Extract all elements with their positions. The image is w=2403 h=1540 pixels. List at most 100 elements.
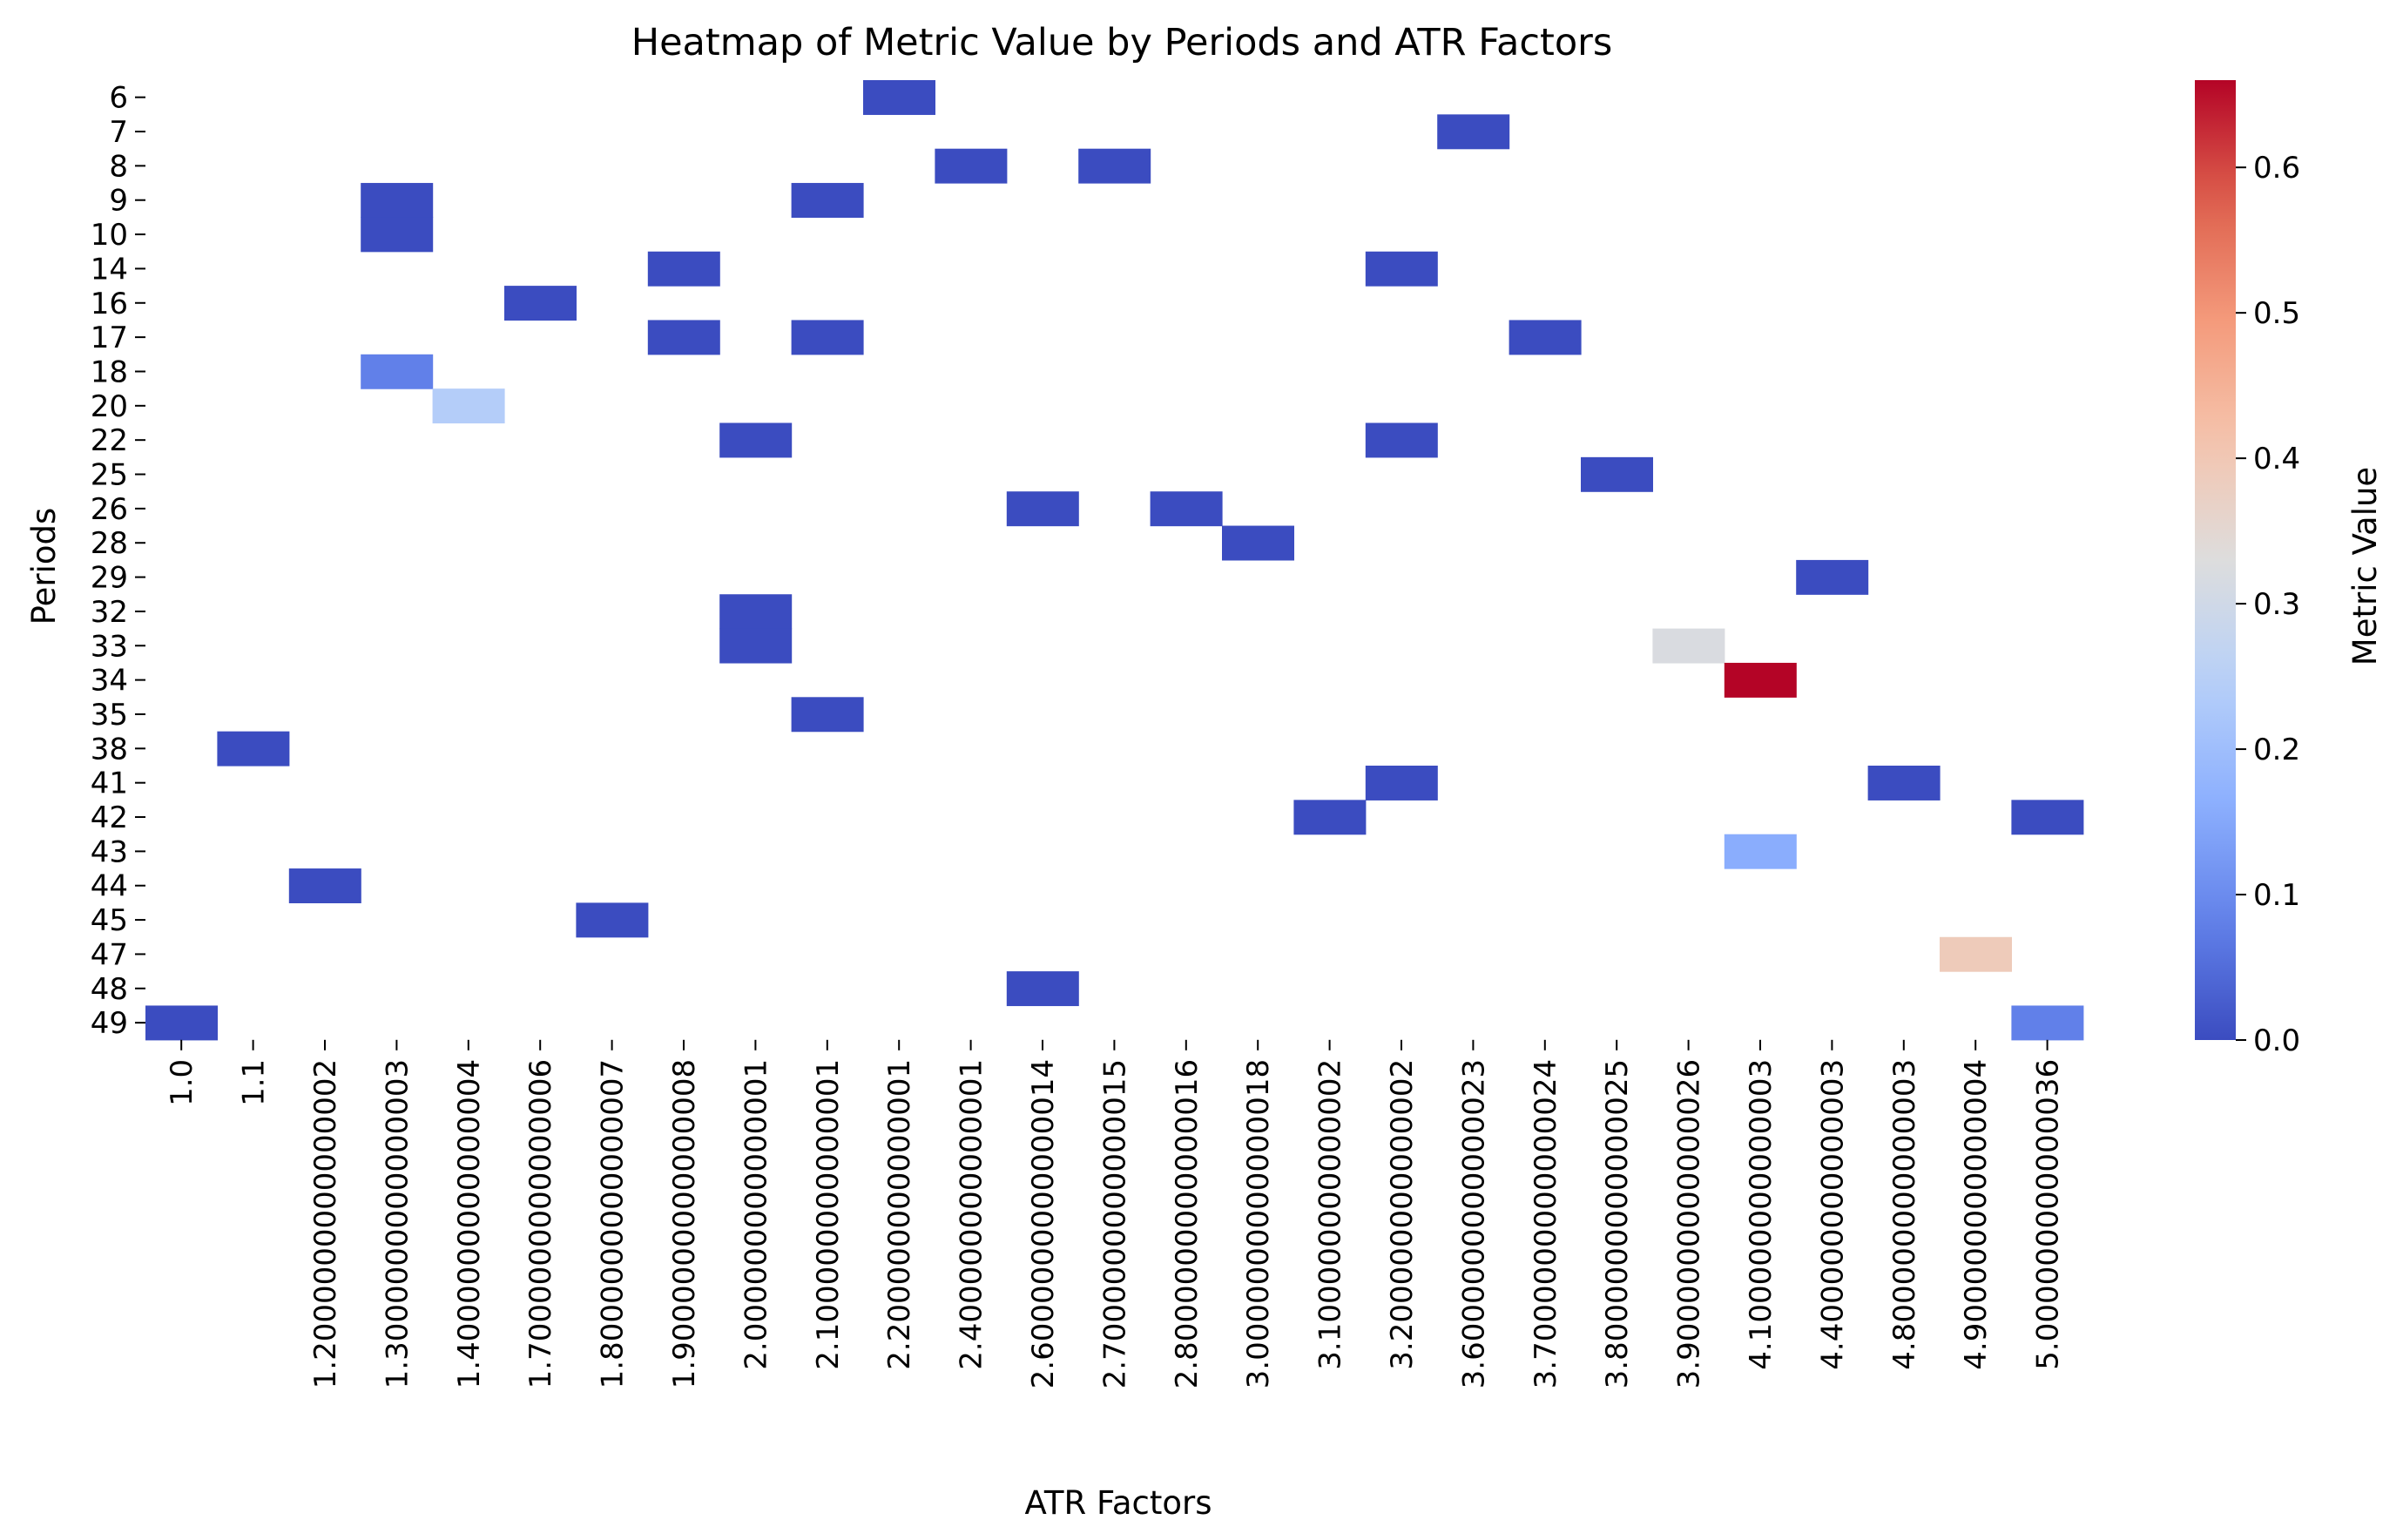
y-tick-label: 48 bbox=[91, 972, 128, 1007]
y-tick-label: 26 bbox=[91, 492, 128, 527]
heatmap-cell bbox=[1365, 766, 1438, 800]
colorbar-tick-label: 0.0 bbox=[2253, 1023, 2300, 1058]
x-axis-label: ATR Factors bbox=[1024, 1484, 1212, 1522]
y-axis-label: Periods bbox=[25, 508, 63, 625]
heatmap-cell bbox=[719, 594, 793, 630]
heatmap-cell bbox=[791, 320, 864, 355]
x-tick-label: 2.200000000000001 bbox=[882, 1059, 917, 1370]
y-tick-label: 43 bbox=[91, 834, 128, 869]
heatmap-cell bbox=[1365, 422, 1438, 458]
x-tick-label: 4.800000000000003 bbox=[1887, 1059, 1922, 1370]
y-tick-label: 8 bbox=[109, 149, 128, 184]
heatmap-cell bbox=[1867, 766, 1941, 800]
y-tick-label: 20 bbox=[91, 389, 128, 424]
x-tick-label: 4.400000000000003 bbox=[1815, 1059, 1850, 1370]
y-tick-label: 22 bbox=[91, 423, 128, 458]
y-tick-label: 33 bbox=[91, 629, 128, 664]
x-tick-label: 3.0000000000000018 bbox=[1241, 1059, 1276, 1389]
y-tick-label: 44 bbox=[91, 869, 128, 904]
heatmap-cell bbox=[1796, 559, 1869, 595]
y-tick-label: 10 bbox=[91, 218, 128, 253]
heatmap-cell bbox=[719, 422, 793, 458]
y-tick-label: 32 bbox=[91, 595, 128, 630]
heatmap-cell bbox=[361, 354, 434, 389]
y-tick-label: 47 bbox=[91, 937, 128, 972]
x-tick-label: 1.1 bbox=[237, 1059, 272, 1106]
heatmap-cell bbox=[1724, 834, 1797, 869]
colorbar-tick-label: 0.4 bbox=[2253, 442, 2300, 476]
colorbar-gradient bbox=[2195, 80, 2236, 1040]
y-tick-label: 25 bbox=[91, 458, 128, 493]
y-tick-label: 42 bbox=[91, 800, 128, 835]
colorbar-tick-label: 0.1 bbox=[2253, 878, 2300, 913]
colorbar-label: Metric Value bbox=[2346, 467, 2384, 665]
y-tick-label: 34 bbox=[91, 664, 128, 699]
x-tick-label: 2.400000000000001 bbox=[955, 1059, 989, 1370]
x-tick-label: 2.7000000000000015 bbox=[1097, 1059, 1132, 1389]
y-tick-label: 41 bbox=[91, 767, 128, 801]
x-tick-label: 2.000000000000001 bbox=[739, 1059, 773, 1370]
y-tick-label: 17 bbox=[91, 321, 128, 355]
heatmap-cell bbox=[1437, 114, 1510, 150]
y-tick-label: 9 bbox=[109, 184, 128, 219]
y-tick-label: 38 bbox=[91, 732, 128, 767]
heatmap-cell bbox=[1150, 491, 1223, 527]
y-tick-label: 49 bbox=[91, 1006, 128, 1041]
plot-area bbox=[145, 80, 2084, 1041]
heatmap-cell bbox=[504, 286, 577, 321]
heatmap-cell bbox=[1652, 628, 1725, 664]
x-tick-label: 2.100000000000001 bbox=[811, 1059, 846, 1370]
heatmap-cell bbox=[1509, 320, 1582, 355]
heatmap-cell bbox=[1006, 491, 1079, 527]
heatmap-cell bbox=[1293, 800, 1367, 835]
x-tick-label: 4.100000000000003 bbox=[1744, 1059, 1779, 1370]
heatmap-cell bbox=[145, 1005, 218, 1041]
x-tick-label: 3.8000000000000025 bbox=[1600, 1059, 1635, 1389]
heatmap-cell bbox=[576, 902, 649, 938]
heatmap-cell bbox=[647, 251, 720, 287]
heatmap-cell bbox=[1581, 456, 1653, 492]
x-tick-label: 1.3000000000000003 bbox=[380, 1059, 415, 1389]
heatmap-cell bbox=[1078, 148, 1151, 184]
x-tick-label: 4.900000000000004 bbox=[1959, 1059, 1994, 1370]
x-tick-label: 1.0 bbox=[165, 1059, 199, 1106]
x-tick-label: 1.2000000000000002 bbox=[308, 1059, 343, 1389]
colorbar: 0.0 0.1 0.2 0.3 0.4 0.5 0.6 Metric Value bbox=[2195, 80, 2384, 1058]
heatmap-cell bbox=[217, 731, 290, 767]
heatmap-cell bbox=[2011, 1005, 2084, 1041]
colorbar-ticks: 0.0 0.1 0.2 0.3 0.4 0.5 0.6 bbox=[2236, 151, 2300, 1058]
colorbar-tick-label: 0.6 bbox=[2253, 151, 2300, 186]
x-axis-ticks: 1.0 1.1 1.2000000000000002 1.30000000000000… bbox=[165, 1039, 2066, 1389]
x-tick-label: 1.8000000000000007 bbox=[596, 1059, 631, 1389]
y-tick-label: 35 bbox=[91, 698, 128, 733]
x-tick-label: 5.000000000000036 bbox=[2031, 1059, 2066, 1370]
x-tick-label: 2.6000000000000014 bbox=[1026, 1059, 1061, 1389]
x-tick-label: 1.4000000000000004 bbox=[452, 1059, 487, 1389]
heatmap-cell bbox=[1006, 971, 1079, 1007]
heatmap-cell bbox=[1724, 662, 1797, 698]
y-tick-label: 6 bbox=[109, 81, 128, 116]
heatmap-cell bbox=[361, 217, 434, 253]
y-axis-ticks: 6789101416171820222526282932333435384142… bbox=[91, 81, 145, 1041]
heatmap-cell bbox=[1365, 251, 1438, 287]
y-tick-label: 7 bbox=[109, 115, 128, 150]
y-tick-label: 45 bbox=[91, 903, 128, 938]
colorbar-tick-label: 0.3 bbox=[2253, 587, 2300, 622]
x-tick-label: 3.200000000000002 bbox=[1385, 1059, 1420, 1370]
heatmap-cell bbox=[719, 628, 793, 664]
heatmap-cell bbox=[432, 388, 505, 424]
x-tick-label: 3.6000000000000023 bbox=[1456, 1059, 1491, 1389]
y-tick-label: 29 bbox=[91, 561, 128, 596]
heatmap-cell bbox=[791, 183, 864, 218]
y-tick-label: 28 bbox=[91, 526, 128, 561]
heatmap-cell bbox=[791, 697, 864, 733]
chart-title: Heatmap of Metric Value by Periods and A… bbox=[631, 21, 1612, 64]
x-tick-label: 2.8000000000000016 bbox=[1170, 1059, 1205, 1389]
heatmap-cell bbox=[863, 80, 935, 115]
x-tick-label: 3.100000000000002 bbox=[1313, 1059, 1348, 1370]
heatmap-cell bbox=[288, 868, 361, 903]
heatmap-cell bbox=[1222, 525, 1294, 561]
heatmap-cell bbox=[361, 183, 434, 218]
heatmap-cell bbox=[647, 320, 720, 355]
x-tick-label: 3.9000000000000026 bbox=[1672, 1059, 1707, 1389]
